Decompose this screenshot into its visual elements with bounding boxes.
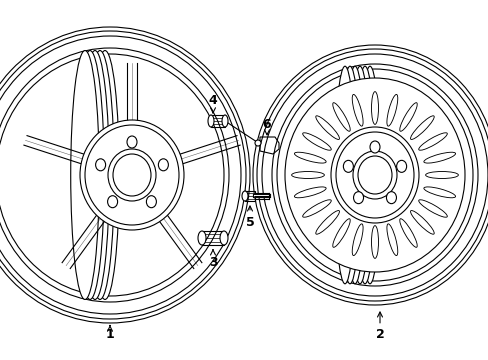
Ellipse shape — [418, 133, 447, 150]
Ellipse shape — [302, 200, 330, 217]
Ellipse shape — [386, 94, 397, 126]
Ellipse shape — [386, 192, 396, 204]
Ellipse shape — [343, 160, 353, 172]
Ellipse shape — [332, 103, 349, 131]
Ellipse shape — [276, 69, 472, 281]
Ellipse shape — [294, 187, 325, 198]
Ellipse shape — [344, 66, 365, 284]
Ellipse shape — [291, 171, 324, 179]
Text: 3: 3 — [208, 250, 217, 269]
Ellipse shape — [399, 103, 416, 131]
Ellipse shape — [330, 127, 418, 223]
Ellipse shape — [357, 156, 391, 194]
Ellipse shape — [399, 219, 416, 247]
Ellipse shape — [285, 78, 464, 272]
Text: 2: 2 — [375, 312, 384, 342]
Ellipse shape — [315, 211, 339, 234]
Text: 4: 4 — [208, 94, 217, 113]
Ellipse shape — [91, 50, 119, 300]
Ellipse shape — [423, 152, 455, 163]
Ellipse shape — [353, 192, 363, 204]
Ellipse shape — [425, 171, 457, 179]
Ellipse shape — [257, 49, 488, 301]
Text: 6: 6 — [262, 117, 271, 135]
Ellipse shape — [423, 187, 455, 198]
Ellipse shape — [254, 140, 261, 146]
Ellipse shape — [335, 132, 413, 218]
Ellipse shape — [0, 48, 228, 302]
Ellipse shape — [242, 191, 247, 201]
Ellipse shape — [315, 116, 339, 139]
Ellipse shape — [158, 159, 168, 171]
Ellipse shape — [0, 31, 245, 319]
Ellipse shape — [252, 45, 488, 305]
Ellipse shape — [302, 133, 330, 150]
Ellipse shape — [222, 115, 227, 127]
Ellipse shape — [198, 231, 205, 245]
Ellipse shape — [80, 120, 183, 230]
Ellipse shape — [354, 66, 374, 284]
Ellipse shape — [418, 200, 447, 217]
Ellipse shape — [85, 125, 179, 225]
Ellipse shape — [113, 154, 151, 196]
Ellipse shape — [339, 66, 360, 284]
Ellipse shape — [0, 54, 224, 296]
Ellipse shape — [127, 136, 137, 148]
Ellipse shape — [371, 91, 378, 124]
Ellipse shape — [96, 159, 105, 171]
Ellipse shape — [0, 27, 249, 323]
Ellipse shape — [410, 116, 433, 139]
Ellipse shape — [386, 224, 397, 256]
Ellipse shape — [334, 66, 355, 284]
Text: 5: 5 — [245, 206, 254, 229]
Ellipse shape — [371, 226, 378, 258]
Ellipse shape — [396, 160, 406, 172]
Ellipse shape — [85, 50, 114, 300]
Ellipse shape — [207, 115, 214, 127]
Ellipse shape — [369, 141, 379, 153]
Ellipse shape — [351, 224, 362, 256]
Ellipse shape — [359, 66, 380, 284]
Ellipse shape — [349, 66, 369, 284]
Ellipse shape — [220, 231, 227, 245]
Ellipse shape — [294, 152, 325, 163]
Ellipse shape — [262, 54, 487, 296]
Ellipse shape — [332, 219, 349, 247]
Ellipse shape — [0, 36, 241, 314]
Text: 1: 1 — [105, 325, 114, 342]
Ellipse shape — [81, 50, 109, 300]
Ellipse shape — [410, 211, 433, 234]
Ellipse shape — [352, 151, 396, 199]
Ellipse shape — [351, 94, 362, 126]
Ellipse shape — [71, 50, 99, 300]
Ellipse shape — [76, 50, 104, 300]
Ellipse shape — [146, 196, 156, 208]
Ellipse shape — [108, 149, 156, 201]
Ellipse shape — [107, 196, 117, 208]
Ellipse shape — [271, 64, 477, 286]
